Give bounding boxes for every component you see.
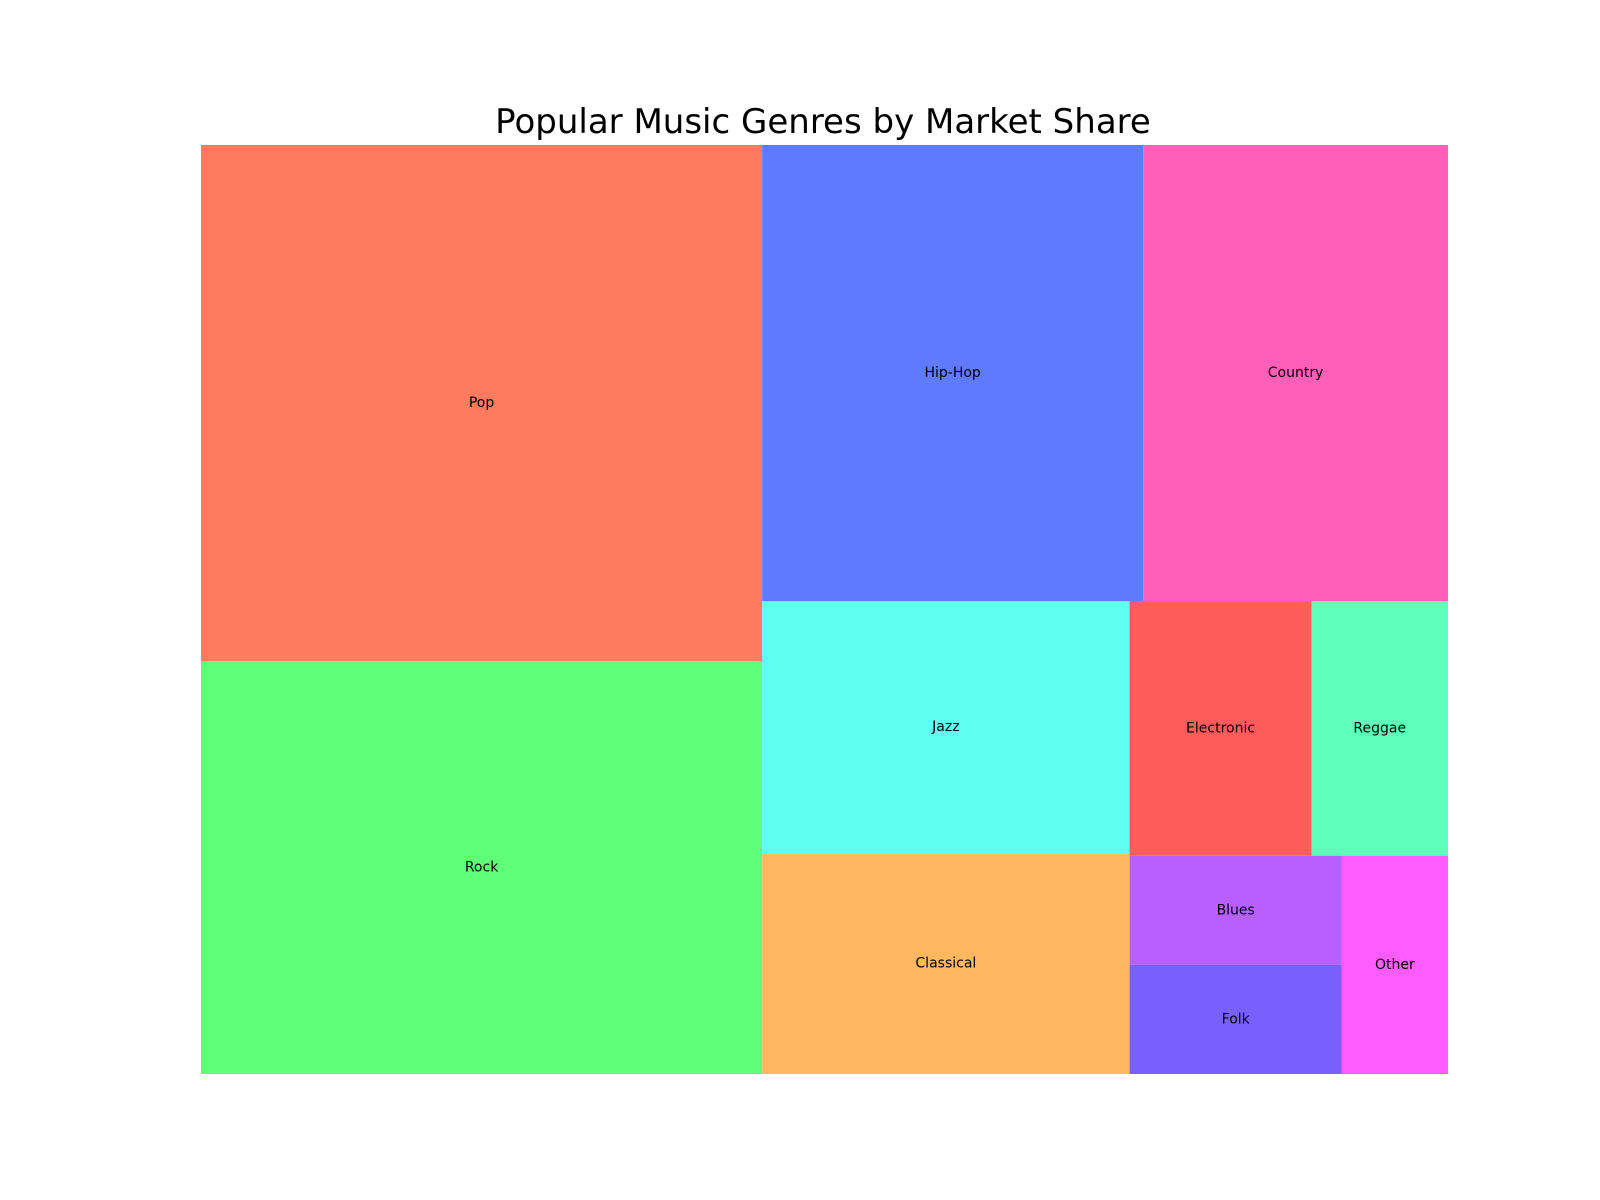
chart-title: Popular Music Genres by Market Share <box>495 102 1151 142</box>
treemap-tiles <box>201 145 1448 1074</box>
tile-label-electronic: Electronic <box>1186 720 1255 736</box>
tile-blues <box>1129 855 1342 965</box>
tile-label-hip-hop: Hip-Hop <box>924 365 980 381</box>
tile-label-jazz: Jazz <box>931 719 959 735</box>
tile-label-other: Other <box>1375 957 1415 973</box>
tile-reggae <box>1311 601 1448 856</box>
tile-label-rock: Rock <box>465 860 499 876</box>
treemap-labels: Pop Rock Hip-Hop Country Jazz Classical Electr… <box>465 365 1415 1027</box>
tile-other <box>1341 855 1448 1074</box>
tile-jazz <box>762 601 1130 854</box>
tile-label-reggae: Reggae <box>1353 720 1406 736</box>
tile-label-country: Country <box>1268 365 1324 381</box>
tile-rock <box>201 661 763 1074</box>
tile-label-folk: Folk <box>1222 1011 1251 1027</box>
tile-folk <box>1129 964 1342 1074</box>
tile-electronic <box>1129 601 1312 856</box>
tile-classical <box>762 853 1130 1074</box>
tile-hip-hop <box>762 145 1144 602</box>
tile-country <box>1143 145 1448 602</box>
tile-pop <box>201 145 763 662</box>
tile-label-blues: Blues <box>1217 902 1255 918</box>
tile-label-classical: Classical <box>915 956 976 972</box>
tile-label-pop: Pop <box>469 395 495 411</box>
